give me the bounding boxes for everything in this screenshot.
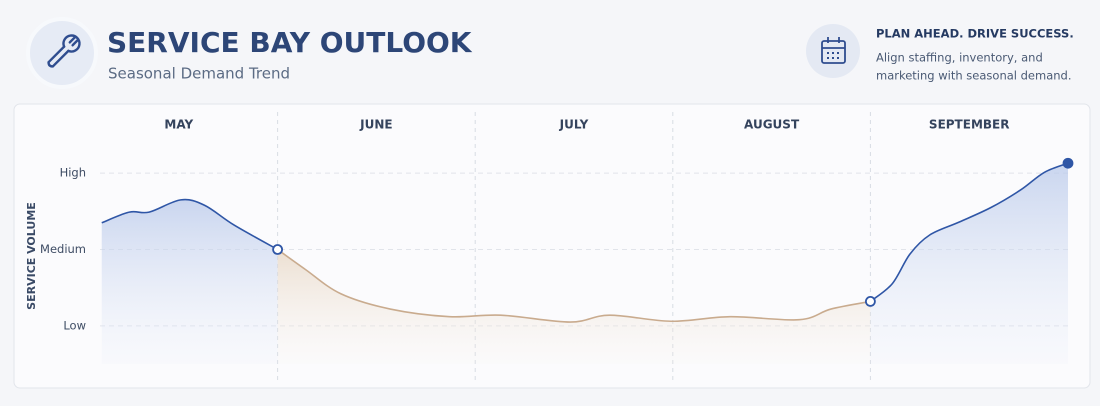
x-tick-label: MAY [164,118,193,132]
y-tick-label: Low [63,318,86,332]
title: SERVICE BAY OUTLOOK [107,26,473,59]
y-tick-label: Medium [40,242,86,256]
point-marker [1062,157,1074,169]
description-line: marketing with seasonal demand. [876,69,1072,83]
calendar-badge [806,24,860,78]
wrench-badge [26,17,98,89]
area [277,249,871,364]
description-line: Align staffing, inventory, and [876,51,1043,65]
y-axis-label: SERVICE VOLUME [25,202,38,310]
x-tick-label: SEPTEMBER [929,118,1010,132]
x-tick-label: JULY [559,118,589,132]
line [101,198,278,251]
calendar-icon [821,37,846,64]
tagline: PLAN AHEAD. DRIVE SUCCESS. [876,27,1074,41]
line [869,162,1069,303]
y-tick-label: High [60,166,86,180]
wrench-icon [47,34,81,68]
plot: MAY JUNE JULY AUGUST SEPTEMBER Low Medium High [40,112,1074,380]
x-tick-label: JUNE [359,118,392,132]
area [101,199,278,364]
line [277,248,871,323]
subtitle: Seasonal Demand Trend [108,65,290,83]
point-marker [272,244,284,255]
area [870,163,1068,364]
x-tick-label: AUGUST [744,118,800,132]
point-marker [865,296,876,307]
